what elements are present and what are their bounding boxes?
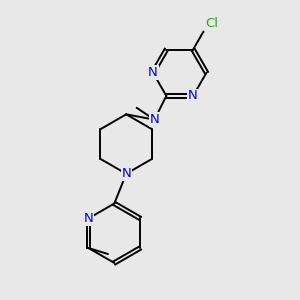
Text: N: N — [121, 167, 131, 180]
Text: N: N — [150, 113, 159, 126]
Text: N: N — [84, 212, 94, 225]
Text: Cl: Cl — [205, 17, 218, 30]
Text: N: N — [188, 89, 198, 102]
Text: N: N — [148, 66, 158, 79]
